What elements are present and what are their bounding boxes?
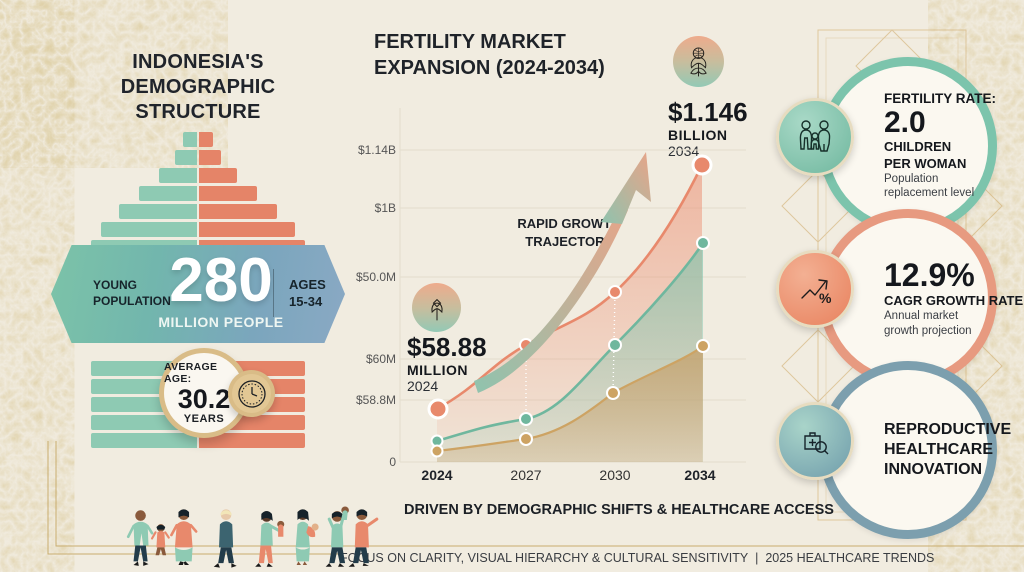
svg-text:2027: 2027 (510, 467, 541, 483)
svg-text:2034: 2034 (684, 467, 715, 483)
svg-text:0: 0 (389, 455, 396, 469)
svg-text:$1.14B: $1.14B (358, 143, 396, 157)
svg-text:$1B: $1B (375, 201, 396, 215)
svg-text:$50.0M: $50.0M (356, 270, 396, 284)
svg-text:2030: 2030 (599, 467, 630, 483)
svg-text:$58.8M: $58.8M (356, 393, 396, 407)
svg-text:2024: 2024 (421, 467, 452, 483)
svg-text:$60M: $60M (366, 352, 396, 366)
